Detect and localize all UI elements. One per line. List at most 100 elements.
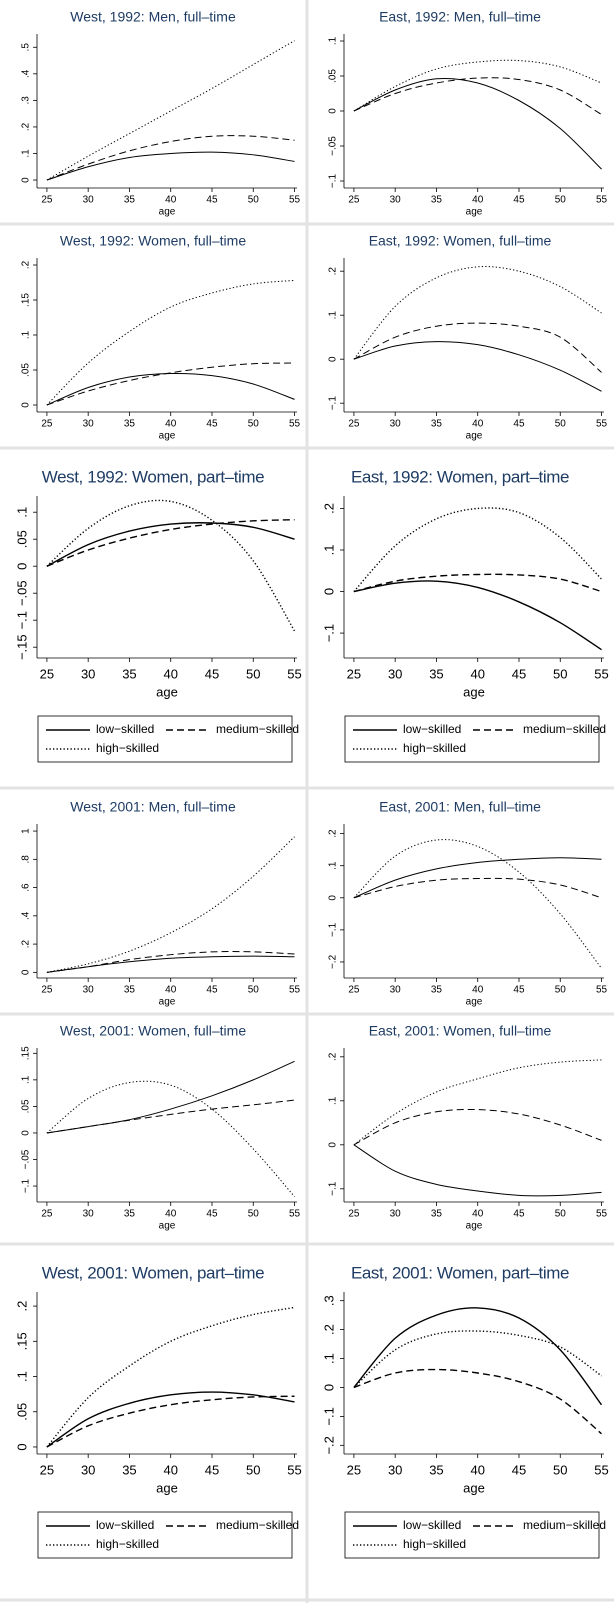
- x-tick-label: 35: [431, 1209, 443, 1220]
- x-tick-label: 35: [124, 195, 136, 206]
- x-tick-label: 40: [472, 985, 484, 996]
- x-tick-label: 55: [596, 195, 608, 206]
- x-tick-label: 25: [41, 1209, 53, 1220]
- x-tick-label: 55: [287, 666, 301, 681]
- y-tick-label: .2: [21, 260, 32, 269]
- x-tick-label: 45: [513, 419, 525, 430]
- x-tick-label: 55: [289, 1209, 301, 1220]
- x-tick-label: 45: [206, 419, 218, 430]
- legend-box: [37, 715, 293, 763]
- x-tick-label: 50: [553, 1462, 567, 1477]
- series-line: [353, 77, 602, 115]
- x-tick-label: 30: [388, 666, 402, 681]
- series-line: [353, 341, 602, 392]
- x-tick-label: 35: [122, 1462, 136, 1477]
- legend-label: high−skilled: [403, 1537, 466, 1551]
- y-tick-label: −.1: [321, 624, 336, 642]
- panel: West, 2001: Men, full–time 0 .2 .4 .6 .8 1 25 30…: [21, 799, 301, 1008]
- x-tick-label: 45: [512, 1462, 526, 1477]
- x-tick-label: 30: [390, 195, 402, 206]
- legend-label: low−skilled: [96, 722, 154, 736]
- series-line: [46, 1080, 295, 1198]
- y-tick-label: 0: [328, 1142, 339, 1148]
- x-axis-label: age: [466, 431, 483, 442]
- x-tick-label: 40: [470, 666, 484, 681]
- y-tick-label: .1: [328, 1096, 339, 1105]
- x-tick-label: 45: [205, 1462, 219, 1477]
- y-tick-label: .2: [21, 122, 32, 131]
- y-tick-label: −.2: [321, 1436, 336, 1454]
- x-tick-label: 55: [596, 1209, 608, 1220]
- y-tick-label: .1: [328, 311, 339, 320]
- x-tick-label: 55: [289, 195, 301, 206]
- y-tick-label: .2: [14, 1301, 29, 1312]
- panel: East, 2001: Men, full–time −.2 −.1 0 .1 .2 25 3…: [328, 799, 608, 1008]
- x-tick-label: 40: [165, 1209, 177, 1220]
- y-tick-label: 0: [21, 1130, 32, 1136]
- panel: East, 1992: Men, full–time −.1 −.05 0 .05 .1 2…: [328, 9, 608, 218]
- x-tick-label: 45: [205, 666, 219, 681]
- x-axis-label: age: [466, 1221, 483, 1232]
- series-line: [353, 77, 602, 170]
- x-axis-label: age: [466, 997, 483, 1008]
- y-tick-label: .15: [14, 1332, 29, 1350]
- series-line: [353, 1307, 603, 1406]
- y-tick-label: .15: [21, 1046, 32, 1060]
- panel: West, 1992: Women, part–time −.15 −.1 −.05 0…: [14, 467, 302, 763]
- y-tick-label: .1: [21, 149, 32, 158]
- x-tick-label: 35: [431, 195, 443, 206]
- x-tick-label: 35: [124, 419, 136, 430]
- y-tick-label: .1: [14, 507, 29, 518]
- x-tick-label: 50: [246, 1462, 260, 1477]
- chart-title: West, 1992: Women, part–time: [42, 467, 265, 486]
- series-line: [46, 1099, 295, 1134]
- y-tick-label: .2: [321, 503, 336, 514]
- y-tick-label: .2: [328, 1052, 339, 1061]
- y-tick-label: .3: [21, 96, 32, 105]
- x-tick-label: 40: [472, 1209, 484, 1220]
- chart-title: West, 1992: Men, full–time: [70, 9, 236, 25]
- y-tick-label: −.1: [328, 173, 339, 188]
- y-tick-label: −.1: [14, 611, 29, 629]
- chart-title: East, 2001: Women, part–time: [351, 1263, 569, 1282]
- panel: East, 2001: Women, part–time −.2 −.1 0 .1 .2.…: [321, 1263, 609, 1559]
- x-tick-label: 40: [472, 419, 484, 430]
- series-line: [46, 362, 295, 406]
- x-tick-label: 30: [81, 1462, 95, 1477]
- x-tick-label: 50: [553, 666, 567, 681]
- y-tick-label: −.1: [21, 1179, 32, 1194]
- chart-title: East, 1992: Men, full–time: [379, 9, 541, 25]
- chart-title: West, 2001: Men, full–time: [70, 799, 236, 815]
- x-tick-label: 30: [83, 1209, 95, 1220]
- series-line: [46, 1395, 295, 1448]
- x-tick-label: 50: [555, 195, 567, 206]
- legend-label: high−skilled: [96, 741, 159, 755]
- x-tick-label: 30: [390, 419, 402, 430]
- x-tick-label: 30: [388, 1462, 402, 1477]
- y-tick-label: .1: [328, 36, 339, 45]
- chart-title: West, 2001: Women, full–time: [60, 1023, 246, 1039]
- y-tick-label: 0: [328, 108, 339, 114]
- x-tick-label: 50: [248, 985, 260, 996]
- x-axis-label: age: [156, 1480, 178, 1495]
- x-tick-label: 25: [41, 195, 53, 206]
- x-tick-label: 50: [246, 666, 260, 681]
- x-tick-label: 35: [431, 985, 443, 996]
- y-tick-label: 0: [21, 177, 32, 183]
- series-line: [46, 951, 295, 973]
- chart-title: West, 2001: Women, part–time: [42, 1263, 265, 1282]
- x-tick-label: 50: [248, 195, 260, 206]
- series-line: [46, 135, 295, 181]
- y-tick-label: 1: [21, 828, 32, 834]
- legend-box: [37, 1511, 293, 1559]
- y-tick-label: .05: [14, 1403, 29, 1421]
- y-tick-label: 0: [14, 563, 29, 570]
- x-tick-label: 45: [206, 195, 218, 206]
- x-tick-label: 25: [348, 985, 360, 996]
- series-line: [353, 877, 602, 899]
- x-tick-label: 25: [41, 419, 53, 430]
- x-axis-label: age: [159, 997, 176, 1008]
- x-tick-label: 50: [248, 419, 260, 430]
- x-axis-label: age: [159, 1221, 176, 1232]
- series-line: [46, 151, 295, 181]
